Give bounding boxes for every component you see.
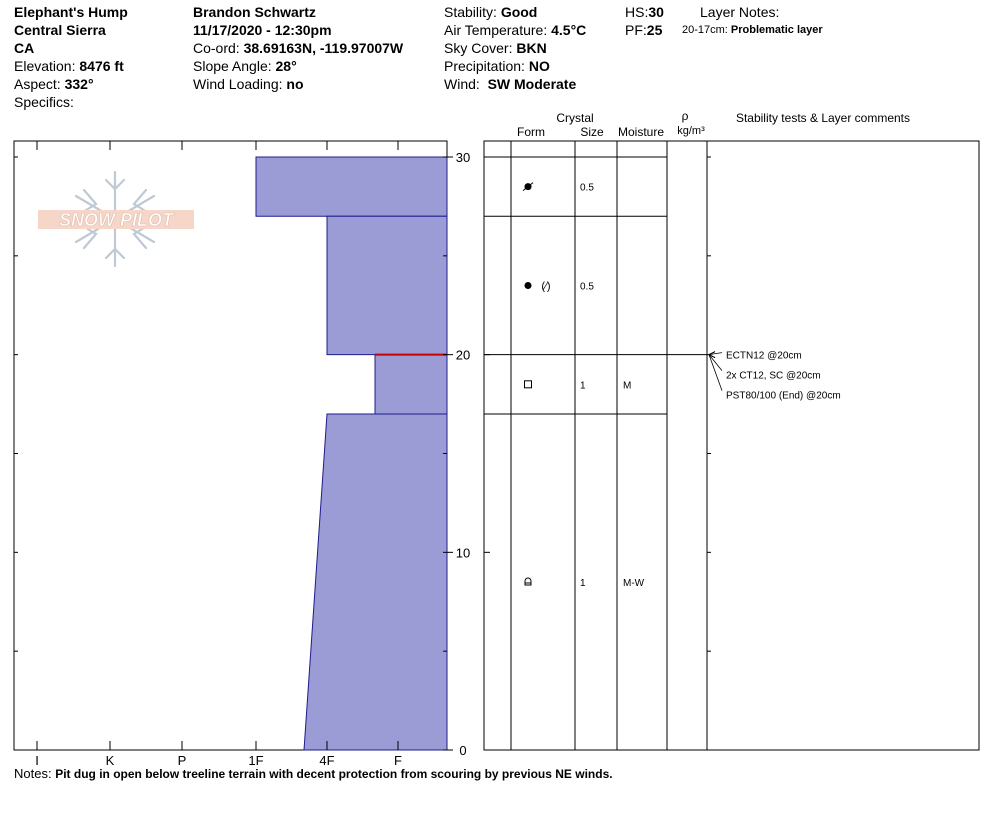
snowpilot-logo: SNOW PILOT: [38, 170, 194, 268]
sky-label: Sky Cover:: [444, 40, 513, 56]
aspect-label: Aspect:: [14, 76, 61, 92]
layer-notes-label: Layer Notes:: [700, 4, 780, 20]
layer-table-frame: [483, 140, 980, 751]
notes-label: Notes:: [14, 766, 52, 781]
pf-value: 25: [646, 22, 663, 38]
depth-tick-label: 30: [456, 150, 470, 165]
hardness-tick-label: 1F: [248, 753, 263, 768]
depth-tick-label: 10: [456, 545, 470, 560]
observation-datetime: 11/17/2020 - 12:30pm: [193, 22, 332, 38]
melt-form-icon: [524, 577, 532, 586]
air-temp-label: Air Temperature:: [444, 22, 548, 38]
elevation-label: Elevation:: [14, 58, 76, 74]
notes-text: Pit dug in open below treeline terrain w…: [55, 767, 613, 781]
wind-loading-label: Wind Loading:: [193, 76, 283, 92]
wind-label: Wind:: [444, 76, 480, 92]
conditions-block: Stability: Good Air Temperature: 4.5°C S…: [444, 3, 586, 93]
stability-label: Stability:: [444, 4, 497, 20]
hardness-layer-bar: [255, 156, 448, 217]
hardness-layer-bar: [326, 215, 448, 356]
grain-size-value: 0.5: [580, 183, 594, 194]
grain-size-value: 1: [580, 578, 586, 589]
wind-value: SW Moderate: [487, 76, 577, 92]
observer-block: Brandon Schwartz 11/17/2020 - 12:30pm Co…: [193, 3, 403, 93]
hs-label: HS:: [625, 4, 649, 20]
hs-value: 30: [648, 4, 664, 20]
aspect-value: 332°: [64, 76, 94, 92]
hardness-layer-bar: [303, 413, 448, 751]
notes-block: Notes: Pit dug in open below treeline te…: [14, 766, 613, 781]
test-leader-line: [708, 352, 723, 356]
slope-label: Slope Angle:: [193, 58, 272, 74]
grain-size-value: 0.5: [580, 281, 594, 292]
stability-tests: ECTN12 @20cm 2x CT12, SC @20cm PST80/100 (…: [708, 351, 841, 402]
hardness-axis: I K P 1F 4F F: [35, 141, 402, 768]
state: CA: [14, 40, 35, 56]
stability-test-label: 2x CT12, SC @20cm: [726, 371, 821, 382]
mountain-range: Central Sierra: [14, 22, 106, 38]
crystal-header: Crystal: [556, 111, 593, 125]
hardness-tick-label: P: [178, 753, 187, 768]
moisture-value: M-W: [623, 578, 645, 589]
sky-value: BKN: [516, 40, 547, 56]
depth-tick-label: 20: [456, 348, 470, 363]
rounding-faceted-icon: [522, 182, 534, 192]
density-unit-header: kg/m³: [677, 125, 705, 137]
elevation-value: 8476 ft: [79, 58, 124, 74]
snow-profile-chart: SNOW PILOT I K P 1F 4F F 0 10 20 30 0.5 (∕) 0.5 1 M 1…: [13, 109, 980, 768]
pf-label: PF:: [625, 22, 647, 38]
coord-label: Co-ord:: [193, 40, 240, 56]
logo-banner: [38, 210, 194, 229]
precip-value: NO: [528, 58, 550, 74]
location-block: Elephant's Hump Central Sierra CA Elevat…: [14, 3, 128, 111]
layer-table-rows: 0.5 (∕) 0.5 1 M 1 M-W: [484, 156, 707, 589]
rho-header: ρ: [682, 109, 689, 123]
depth-tick-label: 0: [459, 743, 466, 758]
precip-label: Precipitation:: [444, 58, 525, 74]
layer-note-range: 20-17cm:: [682, 24, 728, 36]
location-name: Elephant's Hump: [14, 4, 128, 20]
arrow-icon: [708, 351, 716, 359]
logo-text: SNOW PILOT: [59, 210, 175, 230]
svg-text:(∕): (∕): [541, 280, 550, 292]
test-leader-line: [708, 354, 723, 391]
hardness-tick-label: K: [106, 753, 115, 768]
test-leader-line: [708, 354, 723, 371]
faceted-crystal-icon: [524, 380, 532, 389]
coord-value: 38.69163N, -119.97007W: [243, 40, 404, 56]
hardness-layer-bar: [374, 354, 448, 415]
specifics-label: Specifics:: [14, 94, 74, 110]
hardness-tick-label: I: [35, 753, 39, 768]
stability-test-label: PST80/100 (End) @20cm: [726, 391, 841, 402]
hardness-layers: [255, 156, 448, 751]
observer-name: Brandon Schwartz: [193, 4, 316, 20]
moisture-header: Moisture: [618, 125, 664, 139]
tests-header: Stability tests & Layer comments: [736, 111, 910, 125]
depth-axis: 0 10 20 30: [14, 150, 711, 758]
stability-value: Good: [500, 4, 538, 20]
air-temp-value: 4.5°C: [551, 22, 587, 38]
graupel-icon: (∕): [524, 280, 551, 292]
hardness-tick-label: F: [394, 753, 402, 768]
grain-size-value: 1: [580, 380, 586, 391]
size-header: Size: [580, 125, 604, 139]
layer-note-text: Problematic layer: [730, 24, 823, 36]
slope-value: 28°: [275, 58, 297, 74]
form-header: Form: [517, 125, 545, 139]
layer-notes-block: Layer Notes: 20-17cm: Problematic layer: [682, 3, 823, 39]
hs-pf-block: HS:30 PF:25: [625, 3, 664, 39]
stability-test-label: ECTN12 @20cm: [726, 351, 802, 362]
wind-loading-value: no: [286, 76, 304, 92]
moisture-value: M: [623, 380, 631, 391]
hardness-tick-label: 4F: [319, 753, 334, 768]
